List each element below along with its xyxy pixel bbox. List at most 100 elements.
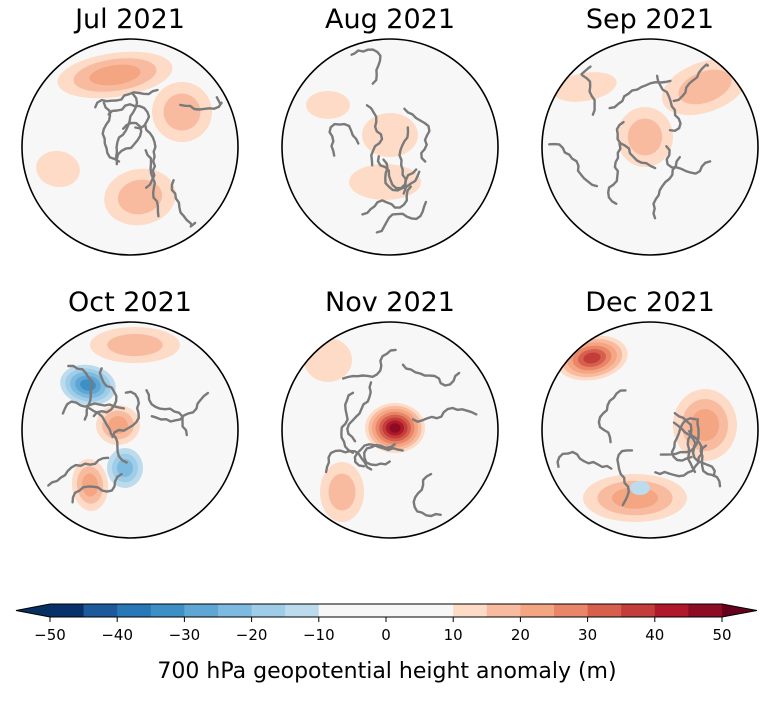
anomaly-contour: [89, 64, 141, 86]
colorbar-segment: [453, 604, 488, 617]
colorbar-segment: [654, 604, 689, 617]
coastline: [71, 473, 123, 504]
colorbar-segment: [285, 604, 320, 617]
coastline: [376, 155, 418, 190]
anomaly-blob: [90, 327, 180, 363]
anomaly-contour: [304, 338, 352, 382]
map-boundary: [541, 321, 759, 539]
coastline: [61, 400, 126, 415]
map-boundary: [21, 38, 239, 256]
coastline: [580, 65, 596, 116]
coastline: [608, 79, 672, 110]
colorbar-tick-label: −30: [169, 626, 201, 644]
anomaly-blob: [71, 459, 109, 511]
map-content: [47, 327, 210, 511]
anomaly-contour: [36, 150, 80, 188]
colorbar-tick-label: −50: [34, 626, 66, 644]
anomaly-blob: [152, 82, 212, 142]
colorbar-segment: [520, 604, 555, 617]
panel-title: Nov 2021: [325, 287, 455, 318]
coastline: [670, 417, 697, 462]
colorbar-segment: [184, 604, 219, 617]
coastline: [398, 126, 410, 195]
anomaly-contour: [117, 459, 133, 477]
map-panel: Oct 2021: [21, 287, 239, 539]
map-content: [306, 48, 431, 234]
coastline: [654, 444, 708, 478]
coastline: [597, 389, 627, 444]
colorbar-tick-label: −40: [101, 626, 133, 644]
anomaly-blob: [36, 150, 80, 188]
coastline: [179, 96, 223, 111]
anomaly-blob: [630, 481, 650, 495]
map-boundary: [281, 321, 499, 539]
colorbar-segment: [587, 604, 622, 617]
map-panels: Jul 2021 Aug 2021 Sep 2021 Oct 2021 Nov 2021…: [21, 4, 759, 539]
anomaly-blob: [57, 51, 173, 99]
anomaly-blob: [362, 113, 418, 157]
anomaly-blob: [107, 448, 143, 488]
colorbar-segment: [251, 604, 286, 617]
coastline: [401, 363, 461, 387]
panel-title: Dec 2021: [585, 287, 715, 318]
anomaly-contour: [81, 473, 99, 497]
anomaly-contour: [362, 113, 418, 157]
colorbar-segment: [83, 604, 118, 617]
panel-title: Aug 2021: [325, 4, 455, 35]
anomaly-contour: [553, 72, 617, 102]
panel-title: Jul 2021: [73, 4, 185, 35]
anomaly-contour: [107, 333, 163, 357]
colorbar-label: 700 hPa geopotential height anomaly (m): [157, 659, 616, 684]
colorbar-ticks: −50 −40 −30 −20 −10 0 10 20 30 40 50: [34, 617, 732, 644]
colorbar-tick-label: 0: [381, 626, 391, 644]
colorbar-tick-label: 20: [511, 626, 530, 644]
map-panel: Nov 2021: [281, 287, 499, 539]
coastline: [556, 450, 613, 470]
coastline: [615, 120, 657, 170]
coastline: [101, 101, 121, 163]
colorbar-segment: [318, 604, 454, 617]
map-boundary: [281, 38, 499, 256]
coastline: [94, 88, 159, 109]
coastlines: [47, 364, 210, 504]
anomaly-contour: [163, 93, 201, 131]
coastline: [411, 406, 478, 423]
coastline: [150, 391, 210, 423]
panel-title: Sep 2021: [586, 4, 714, 35]
panel-title: Oct 2021: [68, 287, 192, 318]
coastline: [107, 103, 151, 130]
colorbar: −50 −40 −30 −20 −10 0 10 20 30 40 50 700 hPa geopo…: [15, 603, 758, 684]
map-boundary: [541, 38, 759, 256]
coastline: [328, 122, 360, 157]
colorbar-segment: [621, 604, 656, 617]
colorbar-extend-low: [16, 604, 50, 617]
anomaly-contour: [627, 118, 663, 156]
colorbar-segment: [50, 604, 84, 617]
colorbar-extend-high: [722, 604, 757, 617]
colorbar-segment: [218, 604, 252, 617]
colorbar-segment: [150, 604, 185, 617]
anomaly-blob: [304, 338, 352, 382]
anomaly-contour: [389, 423, 401, 433]
map-panel: Sep 2021: [541, 4, 759, 256]
coastline: [403, 107, 431, 163]
coastlines: [556, 389, 722, 507]
coastline: [361, 185, 412, 216]
coastline: [673, 412, 697, 474]
coastline: [353, 443, 404, 468]
coastline: [607, 142, 622, 205]
colorbar-tick-label: −10: [303, 626, 335, 644]
colorbar-tick-label: 30: [578, 626, 597, 644]
anomaly-blob: [617, 107, 673, 167]
coastline: [324, 449, 373, 474]
coastline: [111, 390, 140, 439]
coastline: [67, 364, 94, 421]
coastlines: [548, 63, 712, 220]
anomaly-contour: [117, 179, 163, 215]
coastline: [92, 367, 118, 418]
map-content: [304, 338, 478, 522]
coastline: [363, 443, 396, 467]
coastline: [665, 145, 712, 175]
colorbar-tick-label: 50: [712, 626, 731, 644]
